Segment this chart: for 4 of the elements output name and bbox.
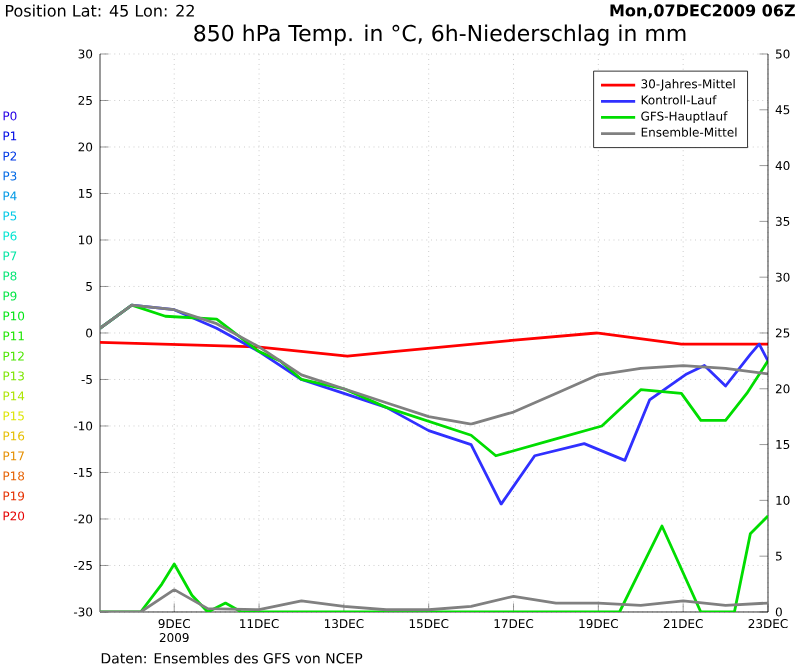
chart-title: 850 hPa Temp. in °C, 6h-Niederschlag in mm	[194, 24, 686, 46]
text: Position Lat: 45 Lon: 22	[5, 4, 194, 17]
text: Mon,07DEC2009 06Z	[610, 4, 795, 19]
line-series	[100, 303, 768, 426]
